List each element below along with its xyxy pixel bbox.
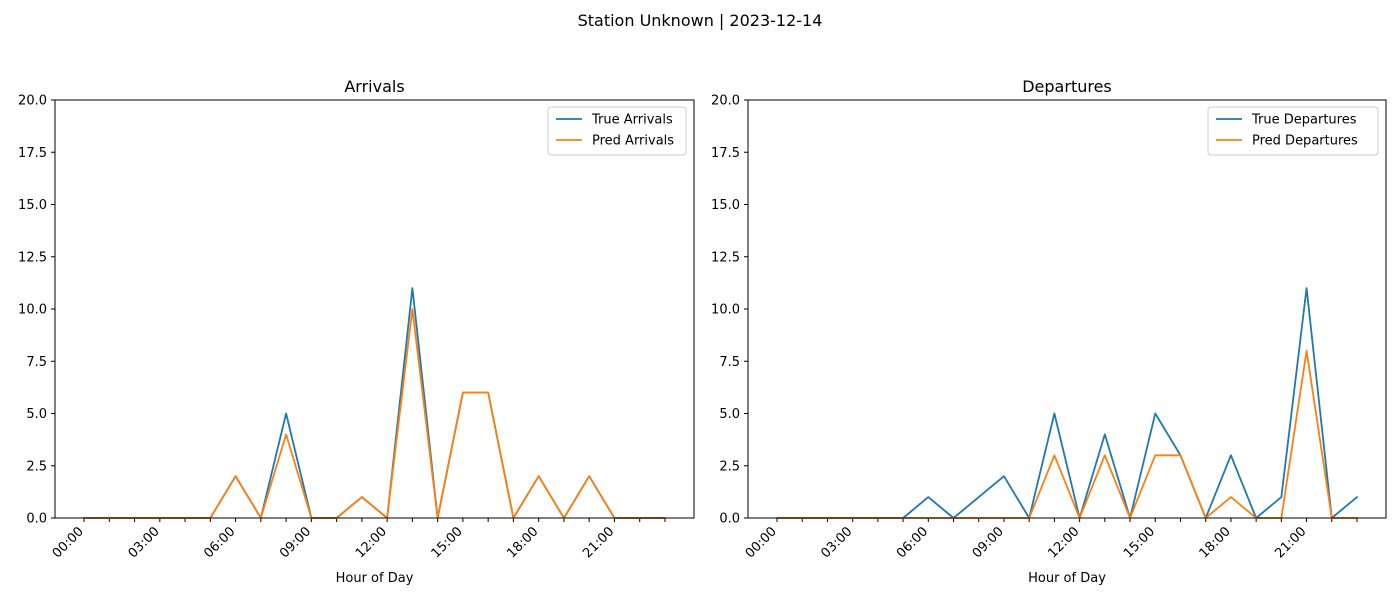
chart-0-xtick-label: 18:00 xyxy=(504,524,541,561)
chart-0-ytick-label: 2.5 xyxy=(26,459,47,474)
departures-panel: Departures 0.0 2.5 5.0 7.5 10.0 12.5 15.0 17.5 20… xyxy=(711,77,1387,586)
chart-1-xtick-label: 12:00 xyxy=(1045,524,1082,561)
chart-1-axes-frame xyxy=(747,99,1387,519)
chart-0-axes-frame xyxy=(54,99,695,519)
chart-0-ytick-label: 15.0 xyxy=(18,198,47,213)
chart-1-xlabel: Hour of Day xyxy=(1028,571,1106,586)
chart-1-ytick-label: 2.5 xyxy=(719,459,740,474)
chart-0-ytick-label: 7.5 xyxy=(26,355,47,370)
chart-1-series-0-line xyxy=(776,287,1359,519)
chart-1-xtick-label: 15:00 xyxy=(1121,524,1158,561)
chart-1-ytick-label: 5.0 xyxy=(719,407,740,422)
chart-0-ytick-label: 10.0 xyxy=(18,303,47,318)
chart-0-ytick-label: 5.0 xyxy=(26,407,47,422)
chart-0-xtick-label: 15:00 xyxy=(429,524,466,561)
chart-1-xtick-label: 09:00 xyxy=(970,524,1007,561)
chart-0-title: Arrivals xyxy=(344,77,404,96)
chart-1-xtick-label: 06:00 xyxy=(894,524,931,561)
chart-1-ytick-label: 0.0 xyxy=(719,512,740,527)
chart-1-ytick-label: 20.0 xyxy=(711,94,740,109)
arrivals-panel: Arrivals 0.0 2.5 5.0 7.5 10.0 12.5 15.0 17.5 20.0… xyxy=(18,77,695,586)
chart-1-ytick-label: 15.0 xyxy=(711,198,740,213)
chart-1-legend-box xyxy=(1207,106,1379,156)
chart-1-title: Departures xyxy=(1022,77,1112,96)
chart-0-ytick-label: 12.5 xyxy=(18,250,47,265)
chart-1-series-1-line xyxy=(776,349,1358,519)
chart-1-ytick-label: 12.5 xyxy=(711,250,740,265)
chart-1-ytick-label: 10.0 xyxy=(711,303,740,318)
chart-0-xtick-label: 12:00 xyxy=(353,524,390,561)
chart-0-ytick-label: 20.0 xyxy=(18,94,47,109)
chart-0-xtick-label: 09:00 xyxy=(277,524,314,561)
chart-0-series-0-line xyxy=(83,287,666,519)
chart-1-xtick-label: 00:00 xyxy=(743,524,780,561)
chart-1-ytick-label: 17.5 xyxy=(711,146,740,161)
chart-1-legend-label-0: True Departures xyxy=(1251,113,1357,128)
chart-0-xtick-label: 00:00 xyxy=(50,524,87,561)
chart-0-ytick-label: 0.0 xyxy=(26,512,47,527)
chart-0-legend-label-1: Pred Arrivals xyxy=(592,134,674,149)
figure-title: Station Unknown | 2023-12-14 xyxy=(578,11,823,30)
chart-1-xtick-label: 21:00 xyxy=(1272,524,1309,561)
chart-1-xtick-label: 18:00 xyxy=(1197,524,1234,561)
chart-0-legend-box xyxy=(547,106,687,156)
chart-1-legend-label-1: Pred Departures xyxy=(1252,134,1358,149)
chart-0-legend-label-0: True Arrivals xyxy=(591,113,673,128)
chart-0-series-1-line xyxy=(83,308,666,519)
chart-1-xtick-label: 03:00 xyxy=(818,524,855,561)
chart-0-ytick-label: 17.5 xyxy=(18,146,47,161)
chart-0-xtick-label: 03:00 xyxy=(126,524,163,561)
chart-0-xlabel: Hour of Day xyxy=(336,571,414,586)
chart-0-xtick-label: 06:00 xyxy=(201,524,238,561)
chart-0-xtick-label: 21:00 xyxy=(580,524,617,561)
chart-1-ytick-label: 7.5 xyxy=(719,355,740,370)
